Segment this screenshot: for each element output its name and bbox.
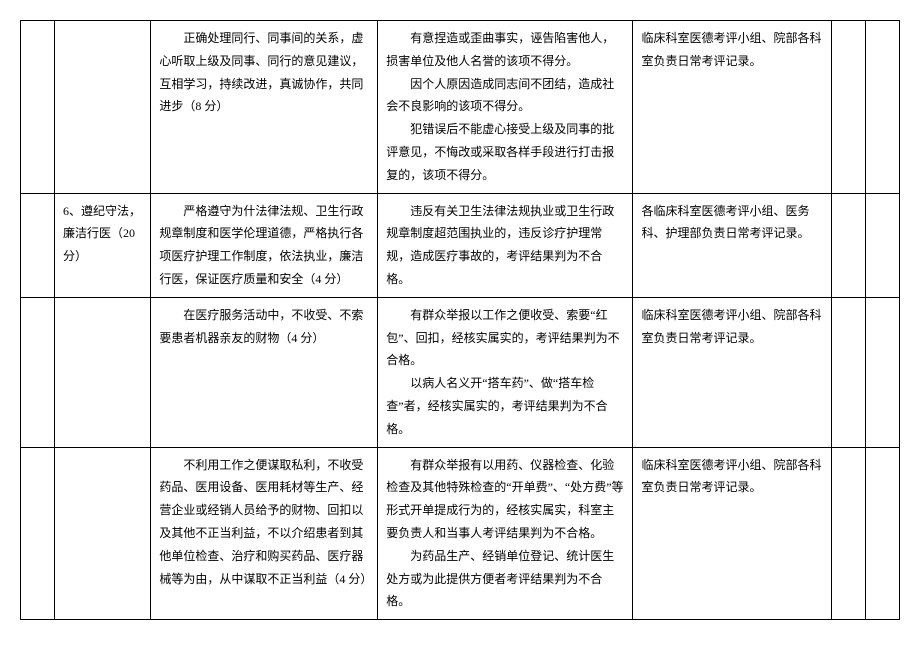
- cell-score1: [831, 297, 865, 447]
- cell-criteria: 违反有关卫生法律法规执业或卫生行政规章制度超范围执业的，违反诊疗护理常规，造成医…: [378, 193, 633, 297]
- criteria-line: 为药品生产、经销单位登记、统计医生处方或为此提供方便者考评结果判为不合格。: [386, 545, 624, 613]
- table-row: 6、遵纪守法，廉洁行医（20 分） 严格遵守为什法律法规、卫生行政规章制度和医学…: [21, 193, 900, 297]
- criteria-line: 有群众举报以工作之便收受、索要“红包”、回扣，经核实属实的，考评结果判为不合格。: [386, 304, 624, 372]
- cell-col1: [21, 21, 55, 194]
- cell-responsible: 临床科室医德考评小组、院部各科室负责日常考评记录。: [633, 297, 831, 447]
- cell-criteria: 有群众举报有以用药、仪器检查、化验检查及其他特殊检查的“开单费”、“处方费”等形…: [378, 447, 633, 620]
- criteria-line: 违反有关卫生法律法规执业或卫生行政规章制度超范围执业的，违反诊疗护理常规，造成医…: [386, 200, 624, 291]
- criteria-line: 有群众举报有以用药、仪器检查、化验检查及其他特殊检查的“开单费”、“处方费”等形…: [386, 454, 624, 545]
- cell-responsible: 各临床科室医德考评小组、医务科、护理部负责日常考评记录。: [633, 193, 831, 297]
- cell-score1: [831, 21, 865, 194]
- cell-standard: 在医疗服务活动中，不收受、不索要患者机器亲友的财物（4 分）: [151, 297, 378, 447]
- cell-score1: [831, 447, 865, 620]
- cell-category: 6、遵纪守法，廉洁行医（20 分）: [55, 193, 151, 297]
- cell-score1: [831, 193, 865, 297]
- cell-standard: 严格遵守为什法律法规、卫生行政规章制度和医学伦理道德，严格执行各项医疗护理工作制…: [151, 193, 378, 297]
- cell-category: [55, 297, 151, 447]
- table-row: 不利用工作之便谋取私利，不收受药品、医用设备、医用耗材等生产、经营企业或经销人员…: [21, 447, 900, 620]
- cell-score2: [865, 447, 899, 620]
- criteria-line: 以病人名义开“搭车药”、做“搭车检查”者，经核实属实的，考评结果判为不合格。: [386, 372, 624, 440]
- criteria-line: 因个人原因造成同志间不团结，造成社会不良影响的该项不得分。: [386, 73, 624, 119]
- cell-criteria: 有群众举报以工作之便收受、索要“红包”、回扣，经核实属实的，考评结果判为不合格。…: [378, 297, 633, 447]
- cell-col1: [21, 447, 55, 620]
- cell-responsible: 临床科室医德考评小组、院部各科室负责日常考评记录。: [633, 447, 831, 620]
- cell-standard: 不利用工作之便谋取私利，不收受药品、医用设备、医用耗材等生产、经营企业或经销人员…: [151, 447, 378, 620]
- cell-score2: [865, 193, 899, 297]
- cell-responsible: 临床科室医德考评小组、院部各科室负责日常考评记录。: [633, 21, 831, 194]
- criteria-line: 有意捏造或歪曲事实，诬告陷害他人，损害单位及他人名誉的该项不得分。: [386, 27, 624, 73]
- cell-col1: [21, 193, 55, 297]
- cell-score2: [865, 21, 899, 194]
- criteria-line: 犯错误后不能虚心接受上级及同事的批评意见，不悔改或采取各样手段进行打击报复的，该…: [386, 118, 624, 186]
- cell-standard: 正确处理同行、同事间的关系，虚心听取上级及同事、同行的意见建议，互相学习，持续改…: [151, 21, 378, 194]
- cell-category: [55, 447, 151, 620]
- table-row: 在医疗服务活动中，不收受、不索要患者机器亲友的财物（4 分） 有群众举报以工作之…: [21, 297, 900, 447]
- cell-col1: [21, 297, 55, 447]
- table-row: 正确处理同行、同事间的关系，虚心听取上级及同事、同行的意见建议，互相学习，持续改…: [21, 21, 900, 194]
- cell-criteria: 有意捏造或歪曲事实，诬告陷害他人，损害单位及他人名誉的该项不得分。 因个人原因造…: [378, 21, 633, 194]
- cell-category: [55, 21, 151, 194]
- cell-score2: [865, 297, 899, 447]
- evaluation-table: 正确处理同行、同事间的关系，虚心听取上级及同事、同行的意见建议，互相学习，持续改…: [20, 20, 900, 620]
